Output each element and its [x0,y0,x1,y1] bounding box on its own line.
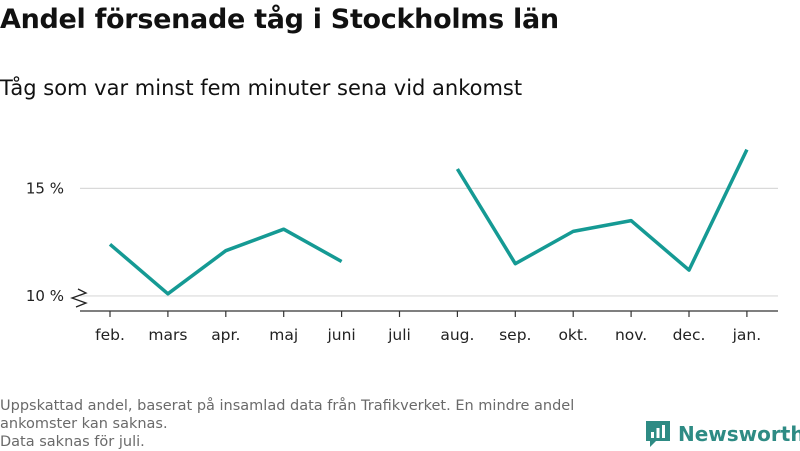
chart-title: Andel försenade tåg i Stockholms län [0,4,559,35]
series-line [108,227,343,296]
x-tick-label: feb. [95,326,125,344]
x-tick-label: okt. [558,326,587,344]
x-tick-label: jan. [732,326,762,344]
line-chart: 10 % 15 % feb. mars apr. maj juni juli aug. sep. o… [26,148,778,344]
x-tick-label: nov. [615,326,647,344]
x-tick-label: maj [269,326,298,344]
y-tick-label: 15 % [26,179,64,197]
footnote-line-3: Data saknas för juli. [0,434,145,450]
x-tick-label: juli [387,326,411,344]
footnote-line-1: Uppskattad andel, baserat på insamlad da… [0,398,575,414]
x-tick-label: aug. [440,326,474,344]
x-tick-label: sep. [499,326,531,344]
x-tick-label: dec. [673,326,706,344]
footnote-line-2: ankomster kan saknas. [0,416,168,432]
axis-break-mark [70,288,88,308]
footnote: Uppskattad andel, baserat på insamlad da… [0,397,640,451]
newsworthy-logo: Newsworthy [644,419,800,449]
chart-subtitle: Tåg som var minst fem minuter sena vid a… [0,76,523,100]
bar-chart-icon [646,421,670,447]
series-line [455,148,749,272]
y-tick-label: 10 % [26,287,64,305]
brand-name: Newsworthy [678,422,800,446]
x-tick-label: mars [148,326,187,344]
x-tick-label: juni [326,326,355,344]
x-tick-label: apr. [211,326,240,344]
